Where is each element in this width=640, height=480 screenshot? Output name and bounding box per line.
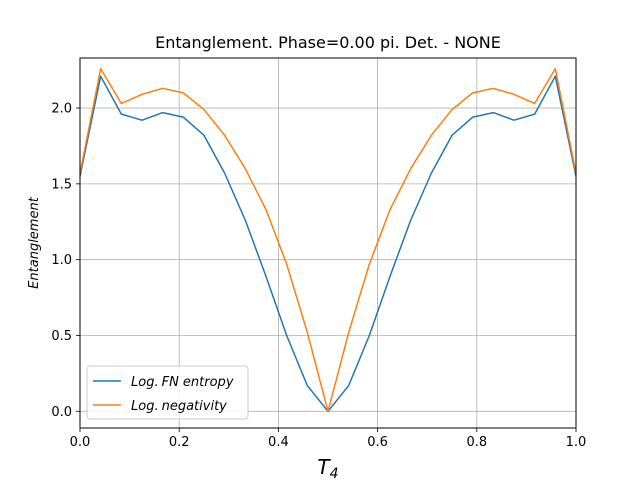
x-tick-label: 0.6 <box>367 435 388 450</box>
chart-title: Entanglement. Phase=0.00 pi. Det. - NONE <box>155 33 501 52</box>
x-tick-label: 0.0 <box>70 435 91 450</box>
legend-box <box>86 365 249 420</box>
y-tick-label: 1.0 <box>51 253 72 268</box>
legend-label-fn-entropy: Log. FN entropy <box>131 375 234 390</box>
x-axis-label-main: T <box>317 455 331 479</box>
y-tick-label: 0.0 <box>51 405 72 420</box>
negativity-series-line <box>79 67 577 413</box>
legend: Log. FN entropy Log. negativity <box>86 365 249 420</box>
x-axis-label-subscript: 4 <box>330 466 339 480</box>
data-series <box>79 67 577 413</box>
y-tick-label: 2.0 <box>51 102 72 117</box>
x-tick-label: 0.8 <box>466 435 487 450</box>
legend-label-negativity: Log. negativity <box>131 399 227 414</box>
x-axis-label: T4 <box>317 455 338 480</box>
plot-frame <box>79 57 577 429</box>
y-axis-label: Entanglement <box>27 196 42 289</box>
axis-ticks: 0.0 0.2 0.4 0.6 0.8 1.0 0.0 0.5 1.0 1.5 2.0 <box>51 102 586 450</box>
x-tick-label: 0.4 <box>268 435 289 450</box>
y-tick-label: 0.5 <box>51 329 72 344</box>
x-tick-label: 1.0 <box>566 435 587 450</box>
x-tick-label: 0.2 <box>169 435 190 450</box>
y-tick-label: 1.5 <box>51 177 72 192</box>
